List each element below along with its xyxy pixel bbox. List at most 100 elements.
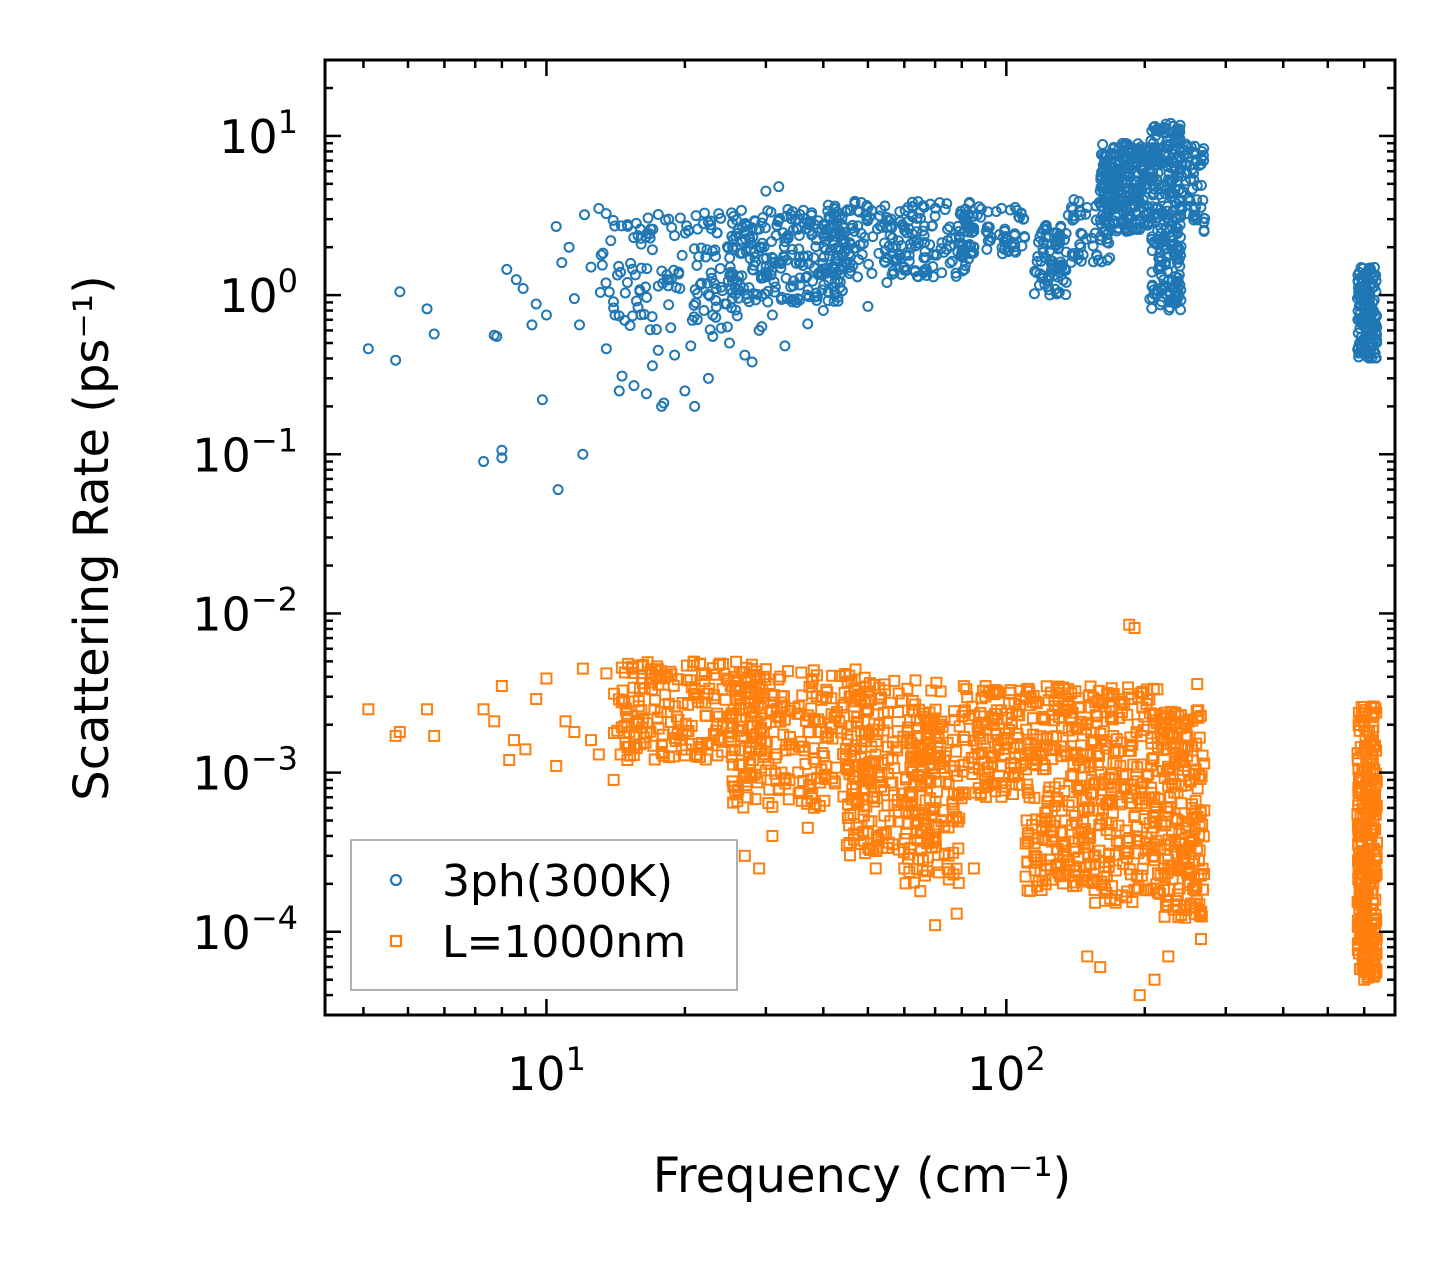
data-point — [1048, 260, 1060, 272]
data-point — [519, 743, 532, 756]
data-point — [1162, 883, 1175, 896]
data-point — [1035, 255, 1047, 267]
data-point — [711, 717, 724, 730]
data-point — [801, 270, 813, 282]
data-point — [744, 674, 757, 687]
data-point — [961, 691, 974, 704]
data-point — [737, 221, 749, 233]
data-point — [899, 264, 911, 276]
data-point — [864, 211, 876, 223]
data-point — [1194, 709, 1207, 722]
data-point — [1166, 295, 1178, 307]
data-point — [1155, 183, 1167, 195]
data-point — [1369, 739, 1382, 752]
data-point — [1365, 708, 1378, 721]
data-point — [999, 225, 1011, 237]
data-point — [778, 241, 790, 253]
data-point — [868, 717, 881, 730]
data-point — [673, 266, 685, 278]
data-point — [1369, 938, 1382, 951]
data-point — [859, 705, 872, 718]
data-point — [895, 694, 908, 707]
data-point — [1153, 252, 1165, 264]
data-point — [913, 207, 925, 219]
data-point — [1191, 180, 1203, 192]
data-point — [1369, 802, 1382, 815]
data-point — [1110, 834, 1123, 847]
data-point — [390, 354, 402, 366]
data-point — [1361, 294, 1373, 306]
data-point — [958, 730, 971, 743]
y-tick-label: 10−1 — [192, 421, 298, 482]
data-point — [739, 349, 751, 361]
data-point — [1197, 194, 1209, 206]
data-point — [830, 242, 842, 254]
data-point — [687, 659, 700, 672]
data-point — [1003, 723, 1016, 736]
data-point — [640, 388, 652, 400]
data-point — [850, 715, 863, 728]
data-point — [1354, 917, 1367, 930]
data-point — [1193, 731, 1206, 744]
data-point — [1133, 185, 1145, 197]
data-point — [1166, 778, 1179, 791]
data-point — [627, 681, 640, 694]
data-point — [899, 877, 912, 890]
data-point — [689, 400, 701, 412]
data-point — [867, 843, 880, 856]
data-point — [1131, 218, 1143, 230]
data-point — [944, 257, 956, 269]
data-point — [875, 780, 888, 793]
data-point — [661, 269, 673, 281]
data-point — [923, 742, 936, 755]
data-point — [1169, 755, 1182, 768]
data-point — [1193, 828, 1206, 841]
data-point — [802, 318, 814, 330]
data-point — [907, 876, 920, 889]
data-point — [726, 241, 738, 253]
data-point — [663, 299, 675, 311]
data-point — [774, 670, 787, 683]
data-point — [794, 208, 806, 220]
data-point — [1190, 842, 1203, 855]
data-point — [685, 340, 697, 352]
data-point — [1181, 148, 1193, 160]
data-point — [902, 201, 914, 213]
data-point — [628, 730, 641, 743]
data-point — [563, 241, 575, 253]
data-point — [635, 238, 647, 250]
data-point — [1362, 789, 1375, 802]
data-point — [1179, 911, 1192, 924]
data-point — [785, 737, 798, 750]
data-point — [1095, 693, 1108, 706]
data-point — [736, 236, 748, 248]
data-point — [1195, 179, 1207, 191]
data-point — [1128, 622, 1141, 635]
data-point — [1198, 224, 1210, 236]
data-point — [1090, 716, 1103, 729]
data-point — [724, 727, 737, 740]
data-point — [658, 397, 670, 409]
data-point — [1176, 170, 1188, 182]
data-point — [968, 241, 980, 253]
data-point — [946, 795, 959, 808]
data-point — [863, 258, 875, 270]
x-tick-label: 101 — [507, 1040, 586, 1101]
data-point — [646, 360, 658, 372]
data-point — [1179, 730, 1192, 743]
data-point — [770, 229, 782, 241]
data-point — [1154, 725, 1167, 738]
data-point — [731, 680, 744, 693]
data-point — [691, 259, 703, 271]
data-point — [985, 751, 998, 764]
data-point — [600, 208, 612, 220]
data-point — [1087, 691, 1100, 704]
data-point — [881, 277, 893, 289]
data-point — [1182, 715, 1195, 728]
data-point — [1107, 143, 1119, 155]
data-point — [1024, 884, 1037, 897]
data-point — [738, 731, 751, 744]
data-point — [1133, 989, 1146, 1002]
data-point — [1016, 240, 1028, 252]
data-point — [1125, 692, 1138, 705]
